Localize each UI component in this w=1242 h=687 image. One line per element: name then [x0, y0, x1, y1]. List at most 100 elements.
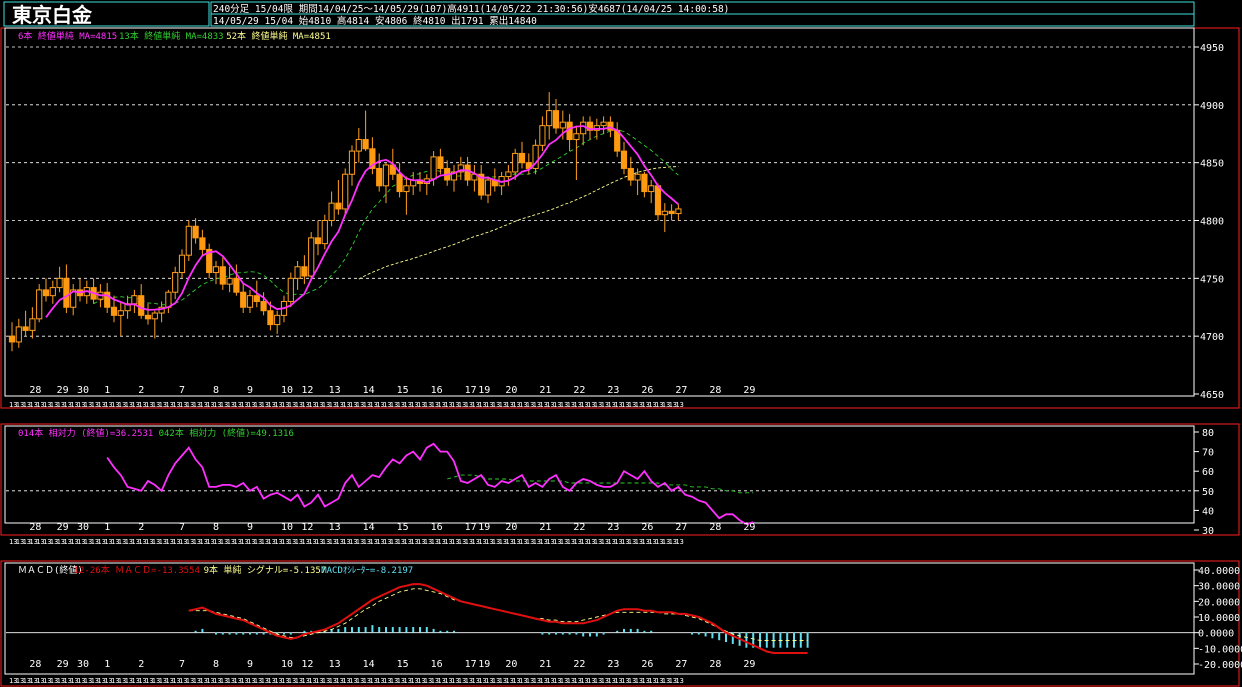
time-tick-label: 13 [111, 677, 119, 685]
time-tick-label: 13 [607, 401, 615, 409]
date-label: 7 [179, 522, 185, 533]
time-tick-label: 13 [573, 538, 581, 546]
time-tick-label: 13 [274, 677, 282, 685]
date-label: 23 [607, 659, 619, 670]
candle-body-up [212, 266, 220, 274]
time-tick-label: 13 [451, 538, 459, 546]
time-tick-label: 13 [261, 677, 269, 685]
candle-body-up [165, 291, 172, 308]
time-tick-label: 13 [84, 538, 92, 546]
candle [559, 110, 566, 140]
candle [274, 310, 281, 334]
time-tick-label: 13 [227, 677, 235, 685]
date-label: 28 [709, 659, 721, 670]
time-tick-label: 13 [50, 538, 58, 546]
time-tick-label: 13 [267, 538, 275, 546]
time-tick-label: 13 [159, 538, 167, 546]
candle [104, 282, 111, 314]
candle [518, 141, 526, 169]
candle [600, 116, 607, 134]
ma6-line [45, 125, 679, 318]
time-tick-label: 13 [648, 401, 656, 409]
candle [450, 164, 458, 192]
date-label: 23 [607, 385, 619, 396]
candle [654, 183, 662, 221]
info-box-2 [210, 13, 1195, 27]
time-tick-label: 13 [492, 401, 500, 409]
time-tick-label: 13 [431, 401, 439, 409]
time-tick-label: 13 [301, 401, 309, 409]
ma52-line [358, 166, 679, 280]
date-label: 19 [478, 659, 490, 670]
date-label: 29 [743, 659, 755, 670]
candle [525, 153, 532, 175]
time-tick-label: 13 [499, 677, 507, 685]
date-label: 12 [301, 385, 313, 396]
time-tick-label: 13 [220, 401, 228, 409]
rsi-tick-label: 30 [1202, 526, 1214, 537]
time-tick-label: 13 [397, 538, 405, 546]
time-tick-label: 13 [553, 677, 561, 685]
time-tick-label: 13 [97, 538, 105, 546]
time-tick-label: 13 [23, 677, 31, 685]
time-tick-label: 13 [16, 401, 24, 409]
time-tick-label: 13 [587, 538, 595, 546]
time-tick-label: 13 [254, 677, 262, 685]
time-tick-label: 13 [539, 538, 547, 546]
time-tick-label: 13 [220, 538, 228, 546]
time-tick-label: 13 [669, 401, 677, 409]
candle [478, 164, 485, 200]
macd-line [188, 583, 808, 654]
candle [226, 266, 233, 293]
time-tick-label: 13 [390, 538, 398, 546]
candle [627, 156, 634, 186]
time-tick-label: 13 [533, 677, 541, 685]
time-tick-label: 13 [533, 401, 541, 409]
candle-body-down [654, 185, 662, 216]
candle [648, 180, 655, 204]
candle-body-down [518, 152, 526, 164]
time-tick-label: 13 [587, 677, 595, 685]
time-tick-label: 13 [165, 538, 173, 546]
candle [42, 278, 50, 302]
time-tick-label: 13 [308, 401, 316, 409]
time-tick-label: 13 [614, 538, 622, 546]
time-tick-label: 13 [70, 401, 78, 409]
candle [641, 171, 648, 198]
time-tick-label: 13 [322, 538, 330, 546]
time-tick-label: 13 [70, 538, 78, 546]
candle [308, 232, 315, 281]
time-tick-label: 13 [376, 677, 384, 685]
candle [90, 278, 97, 304]
time-tick-label: 13 [349, 677, 357, 685]
candle [151, 310, 158, 339]
time-tick-label: 13 [601, 538, 609, 546]
candle [219, 257, 226, 290]
candle [321, 214, 328, 250]
time-tick-label: 13 [57, 677, 65, 685]
candle-body-up [348, 150, 356, 175]
time-tick-label: 13 [580, 538, 588, 546]
date-label: 29 [57, 385, 69, 396]
candle [355, 127, 362, 163]
time-tick-label: 13 [131, 538, 139, 546]
candle-body-up [675, 208, 682, 215]
date-label: 23 [607, 522, 619, 533]
time-tick-label: 13 [186, 401, 194, 409]
time-tick-label: 13 [444, 677, 452, 685]
date-label: 14 [363, 659, 375, 670]
candle-body-up [178, 254, 186, 274]
date-label: 17 [465, 385, 477, 396]
time-tick-label: 13 [635, 677, 643, 685]
time-tick-label: 13 [104, 538, 112, 546]
time-tick-label: 13 [512, 401, 520, 409]
time-tick-label: 13 [567, 401, 575, 409]
date-label: 2 [138, 522, 144, 533]
date-label: 16 [431, 385, 443, 396]
date-label: 29 [743, 522, 755, 533]
time-tick-label: 13 [519, 401, 527, 409]
time-tick-label: 13 [465, 401, 473, 409]
date-label: 13 [329, 522, 341, 533]
header-line-2: 14/05/29 15/04 始4810 高4814 安4806 終4810 出… [213, 15, 537, 27]
time-tick-label: 13 [465, 677, 473, 685]
